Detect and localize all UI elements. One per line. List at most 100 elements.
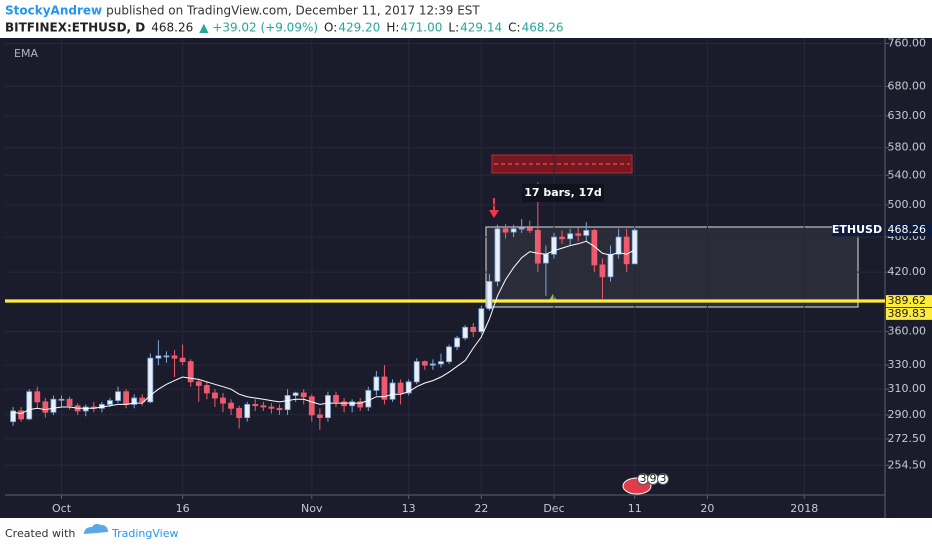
- candle-body: [381, 376, 388, 400]
- annotation-bg: [522, 184, 604, 202]
- candle-body: [203, 385, 210, 394]
- y-tick-label: 760.00: [888, 37, 927, 50]
- candle-body: [333, 395, 339, 403]
- candle-body: [510, 228, 517, 233]
- header-bg: [0, 0, 932, 38]
- x-tick-label: 16: [176, 502, 190, 515]
- header-item: 429.20: [338, 21, 380, 35]
- candle-body: [220, 397, 226, 404]
- candle-body: [228, 402, 234, 409]
- candle-body: [58, 398, 65, 401]
- candle-body: [365, 390, 372, 408]
- candle-body: [163, 355, 170, 358]
- y-tick-label: 290.00: [888, 408, 927, 421]
- ema-line: [13, 240, 635, 415]
- brand[interactable]: TradingView: [111, 527, 178, 540]
- candle-body: [551, 236, 557, 255]
- header-item: 468.26: [151, 21, 193, 35]
- grid: [5, 38, 885, 495]
- candle-body: [244, 404, 251, 418]
- candle-body: [478, 308, 485, 332]
- y-tick-label: 540.00: [888, 168, 927, 181]
- candle-body: [357, 401, 364, 408]
- candle-body: [341, 401, 347, 407]
- footer-bg: [0, 518, 932, 550]
- y-tick-label: 360.00: [888, 325, 927, 338]
- x-tick-label: Nov: [301, 502, 323, 515]
- price-badge: [886, 295, 932, 308]
- candle-body: [397, 382, 404, 394]
- y-tick-label: 630.00: [888, 109, 927, 122]
- candle-body: [236, 407, 243, 418]
- candle-body: [470, 326, 477, 332]
- price-badge-label: 389.62: [888, 294, 927, 307]
- candle-body: [147, 357, 154, 403]
- y-tick-label: 680.00: [888, 79, 927, 92]
- header-item: L:: [448, 21, 459, 35]
- candle-body: [607, 253, 614, 278]
- x-tick-label: 20: [700, 502, 714, 515]
- candle-body: [502, 228, 509, 233]
- event-badge: [657, 473, 669, 485]
- candle-body: [373, 376, 380, 391]
- candle-body: [195, 381, 202, 386]
- candle-body: [155, 355, 162, 359]
- price-badge: [886, 307, 932, 320]
- event-badge-label: 3: [640, 472, 647, 485]
- candle-body: [534, 230, 541, 264]
- last-price-label: 468.26: [888, 223, 927, 236]
- created-with: Created with: [5, 527, 75, 540]
- event-badge-label: 3: [660, 472, 667, 485]
- candle-body: [325, 395, 331, 418]
- candle-body: [50, 398, 57, 413]
- candle-body: [429, 363, 436, 366]
- candle-body: [42, 401, 49, 413]
- candle-body: [107, 400, 113, 405]
- range-box: [485, 226, 859, 308]
- published: published on TradingView.com, December 1…: [106, 4, 480, 18]
- candle-body: [623, 236, 630, 265]
- candle-body: [454, 337, 461, 348]
- header-item: 471.00: [400, 21, 442, 35]
- candles: [10, 182, 638, 430]
- annotation: 17 bars, 17d: [524, 186, 602, 199]
- candle-body: [10, 410, 16, 423]
- logo: [84, 523, 108, 534]
- symbol-badge-label: ETHUSD: [832, 223, 882, 236]
- candle-body: [187, 361, 194, 383]
- candle-body: [123, 391, 130, 405]
- candle-body: [543, 253, 549, 264]
- candle-body: [421, 361, 428, 366]
- y-tick-label: 254.50: [888, 458, 927, 471]
- header-item: O:: [324, 21, 337, 35]
- candle-body: [268, 406, 275, 409]
- candle-body: [389, 382, 396, 400]
- y-tick-label: 500.00: [888, 198, 927, 211]
- candle-body: [115, 391, 121, 401]
- candle-body: [260, 405, 267, 408]
- candle-body: [599, 264, 606, 278]
- candle-body: [438, 361, 444, 365]
- candle-body: [139, 397, 146, 403]
- candle-body: [413, 361, 420, 383]
- candle-body: [349, 401, 356, 407]
- author[interactable]: StockyAndrew: [5, 4, 102, 18]
- candle-body: [284, 395, 291, 411]
- indicator-label: EMA: [14, 47, 38, 60]
- candle-body: [631, 229, 638, 265]
- price-badge-label: 389.83: [888, 307, 927, 320]
- candle-body: [66, 398, 73, 407]
- arrow-head: [489, 210, 499, 218]
- candle-body: [34, 391, 41, 403]
- y-tick-label: 330.00: [888, 358, 927, 371]
- candle-body: [518, 227, 525, 230]
- candle-body: [26, 391, 33, 420]
- candle-body: [446, 346, 452, 363]
- candle-body: [212, 392, 218, 399]
- candle-body: [316, 414, 323, 418]
- x-tick-label: 2018: [790, 502, 818, 515]
- x-tick-label: 22: [474, 502, 488, 515]
- candle-body: [462, 326, 469, 339]
- event-badge-label: 9: [650, 472, 657, 485]
